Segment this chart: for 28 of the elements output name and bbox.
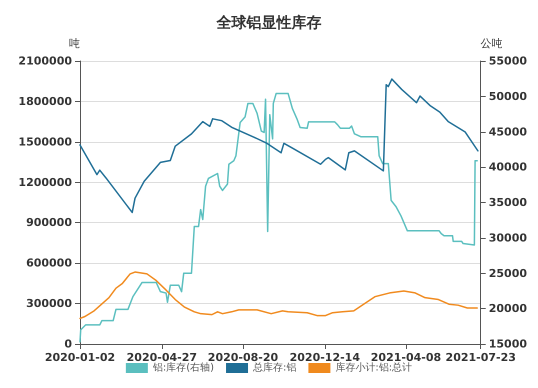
legend-label: 总库存:铝: [252, 362, 296, 374]
line-series: [79, 271, 478, 320]
y-tick-label: 900000: [26, 216, 72, 230]
y-tick-label: 1800000: [18, 94, 72, 108]
y2-tick-label: 35000: [488, 196, 528, 209]
y2-tick-label: 20000: [488, 302, 528, 316]
x-tick-label: 2021-07-23: [446, 351, 516, 364]
y2-tick-label: 40000: [488, 160, 528, 174]
y2-tick-label: 25000: [488, 266, 528, 280]
y2-tick-label: 15000: [488, 338, 528, 350]
y-tick-label: 1200000: [18, 176, 72, 189]
y-axis-title: 吨: [69, 37, 80, 50]
y2-tick-label: 30000: [488, 231, 528, 244]
y2-tick-label: 50000: [488, 90, 528, 103]
legend-label: 库存小计:铝:总计: [335, 362, 412, 374]
y-tick-label: 1500000: [18, 135, 72, 148]
x-tick-label: 2020-01-02: [44, 351, 116, 364]
chart-title: 全球铝显性库存: [216, 14, 322, 32]
y2-axis-title: 公吨: [480, 37, 503, 50]
y2-tick-label: 55000: [488, 54, 528, 68]
y-tick-label: 300000: [26, 297, 72, 310]
y-tick-label: 0: [64, 338, 72, 350]
line-series: [79, 78, 479, 214]
line-series: [79, 92, 478, 343]
y-tick-label: 600000: [26, 256, 72, 270]
y-tick-label: 2100000: [18, 54, 72, 68]
y2-tick-label: 45000: [488, 125, 528, 138]
legend-label: 铝:库存(右轴): [152, 362, 214, 374]
